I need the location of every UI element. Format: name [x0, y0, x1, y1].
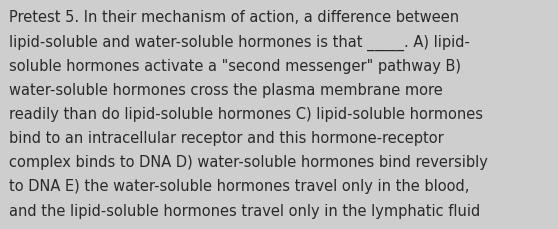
Text: soluble hormones activate a "second messenger" pathway B): soluble hormones activate a "second mess…: [9, 58, 461, 73]
Text: to DNA E) the water-soluble hormones travel only in the blood,: to DNA E) the water-soluble hormones tra…: [9, 179, 469, 194]
Text: bind to an intracellular receptor and this hormone-receptor: bind to an intracellular receptor and th…: [9, 131, 444, 145]
Text: complex binds to DNA D) water-soluble hormones bind reversibly: complex binds to DNA D) water-soluble ho…: [9, 155, 488, 169]
Text: lipid-soluble and water-soluble hormones is that _____. A) lipid-: lipid-soluble and water-soluble hormones…: [9, 34, 470, 50]
Text: water-soluble hormones cross the plasma membrane more: water-soluble hormones cross the plasma …: [9, 82, 442, 97]
Text: and the lipid-soluble hormones travel only in the lymphatic fluid: and the lipid-soluble hormones travel on…: [9, 203, 480, 218]
Text: readily than do lipid-soluble hormones C) lipid-soluble hormones: readily than do lipid-soluble hormones C…: [9, 106, 483, 121]
Text: Pretest 5. In their mechanism of action, a difference between: Pretest 5. In their mechanism of action,…: [9, 10, 459, 25]
